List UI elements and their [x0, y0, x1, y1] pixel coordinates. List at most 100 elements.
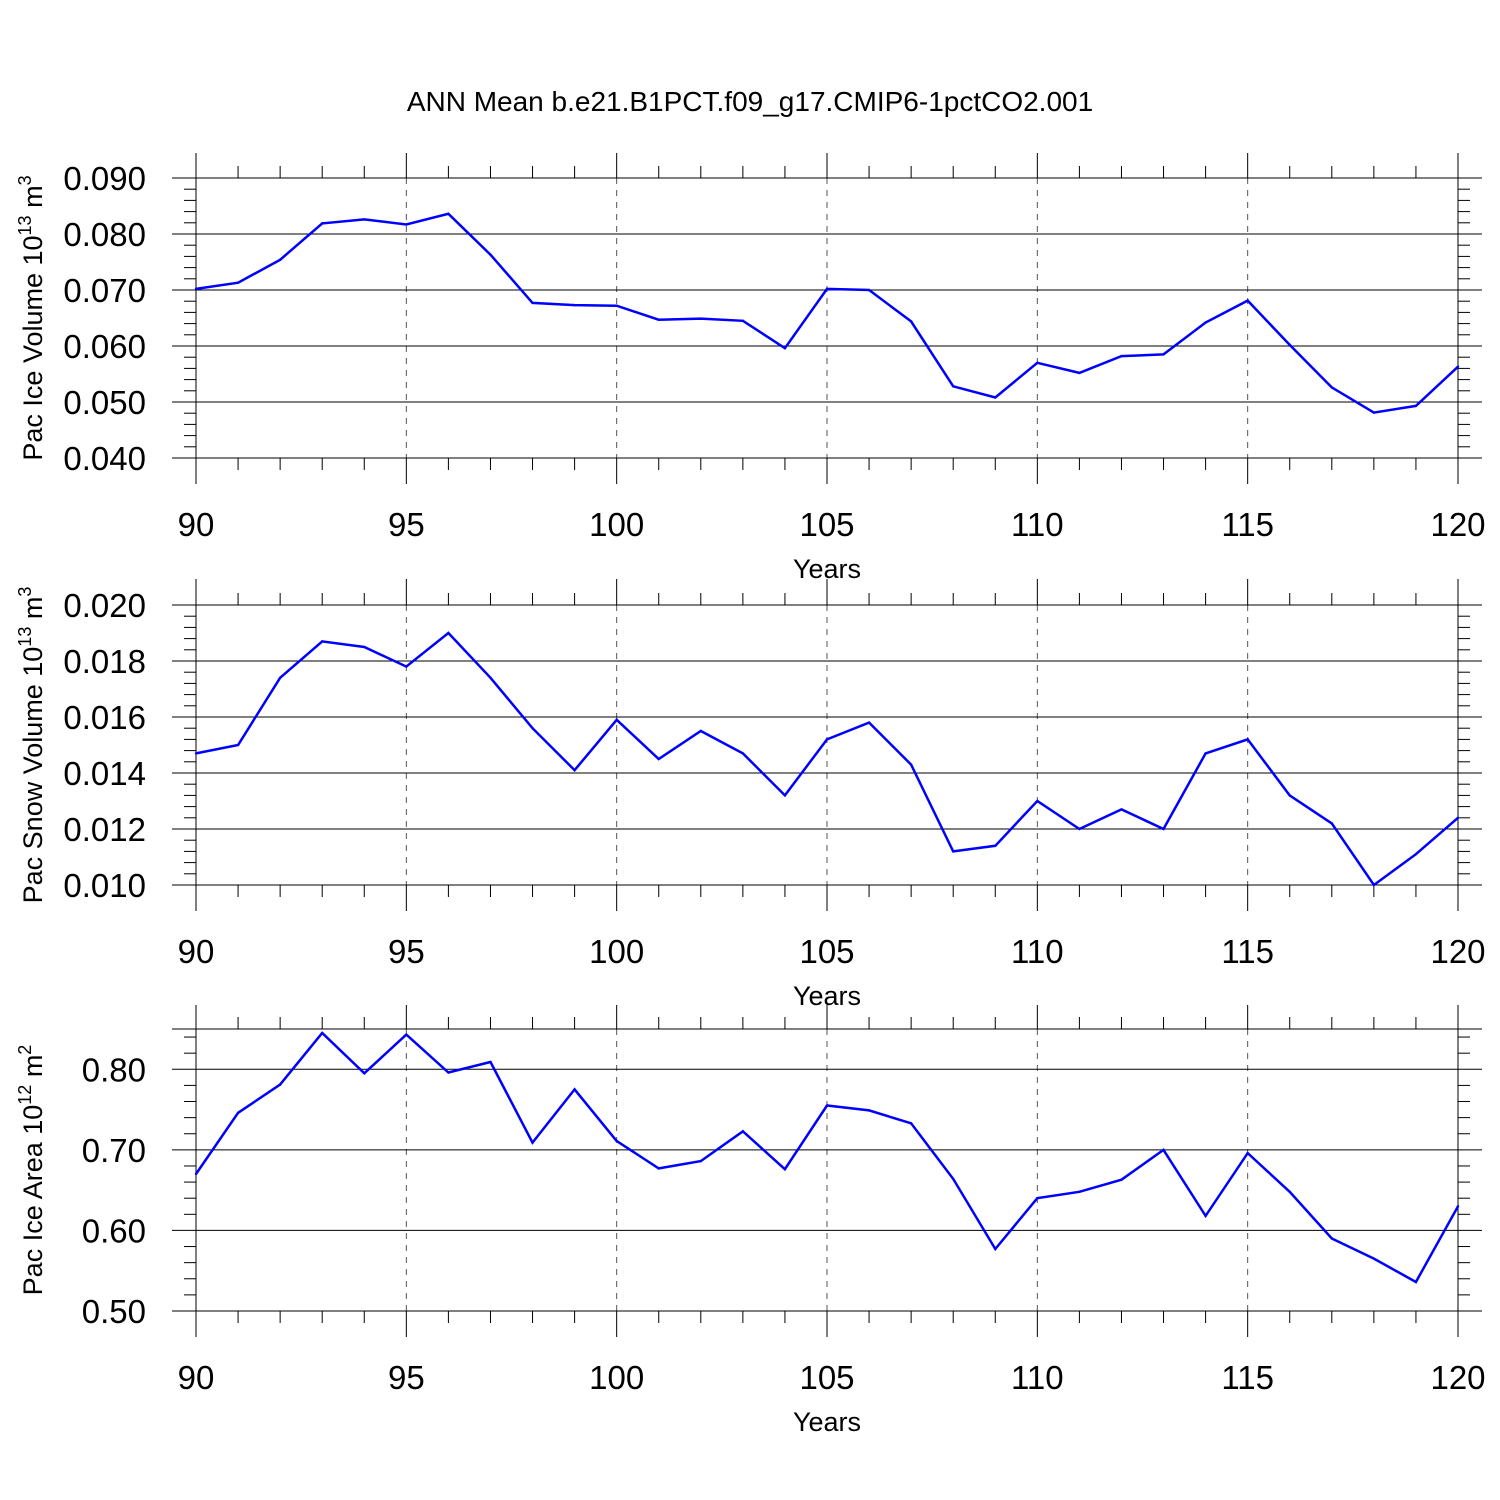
- data-point: [1288, 794, 1291, 797]
- data-point: [1162, 827, 1165, 831]
- x-tick-label: 95: [388, 933, 425, 970]
- data-point: [1414, 1280, 1418, 1284]
- data-point: [236, 281, 240, 284]
- data-point: [405, 665, 408, 668]
- x-tick-label: 120: [1430, 1359, 1485, 1396]
- data-point: [447, 631, 450, 635]
- y-axis-label-unit: m: [18, 597, 48, 627]
- x-tick-label: 100: [589, 506, 644, 543]
- data-point: [1456, 816, 1460, 819]
- x-axis-label: Years: [793, 1407, 861, 1437]
- data-point: [1330, 386, 1334, 389]
- data-point: [321, 1031, 324, 1035]
- data-point: [1372, 411, 1376, 414]
- data-point: [867, 721, 871, 724]
- data-point: [573, 769, 576, 772]
- data-point: [1078, 1190, 1081, 1193]
- y-tick-label: 0.090: [63, 160, 146, 197]
- x-tick-label: 120: [1430, 933, 1485, 970]
- data-point: [1330, 822, 1334, 825]
- x-tick-label: 110: [1011, 933, 1064, 970]
- x-tick-label: 95: [388, 506, 425, 543]
- y-axis-label-unit: m: [18, 185, 48, 215]
- data-point: [278, 258, 282, 261]
- x-tick-label: 120: [1430, 506, 1485, 543]
- data-point: [194, 1172, 198, 1176]
- data-point: [1036, 361, 1039, 364]
- y-axis-label: Pac Snow Volume 1013 m3: [15, 587, 48, 904]
- data-point: [405, 1033, 408, 1036]
- data-point: [783, 794, 787, 797]
- data-point: [741, 319, 745, 322]
- data-point: [236, 743, 240, 747]
- y-axis-label-main: Pac Ice Area 10: [18, 1105, 48, 1296]
- data-point: [994, 844, 997, 847]
- data-point: [1288, 343, 1291, 347]
- x-tick-label: 100: [589, 933, 644, 970]
- data-point: [1162, 1148, 1165, 1152]
- data-point: [615, 1139, 618, 1143]
- data-point: [1456, 365, 1460, 368]
- data-point: [363, 1072, 366, 1075]
- data-point: [952, 850, 955, 853]
- x-tick-label: 95: [388, 1359, 425, 1396]
- x-tick-label: 115: [1221, 1359, 1274, 1396]
- data-point: [1036, 799, 1039, 803]
- data-point: [825, 287, 829, 291]
- y-tick-label: 0.040: [63, 440, 146, 477]
- y-tick-label: 0.080: [63, 216, 146, 253]
- data-point: [1120, 354, 1123, 358]
- data-point: [321, 222, 324, 225]
- data-point: [1372, 883, 1376, 887]
- x-tick-label: 115: [1221, 933, 1274, 970]
- panel-snow-volume: 90 95 100 105 110 115 120 0.010 0.012 0.014 0.016 0…: [15, 579, 1486, 1011]
- data-point: [447, 1071, 450, 1074]
- data-point: [867, 288, 871, 292]
- data-point: [699, 729, 702, 733]
- data-point: [194, 752, 198, 755]
- y-tick-label: 0.80: [82, 1051, 146, 1088]
- y-axis-label-unit-exp: 3: [15, 175, 35, 185]
- data-point: [952, 385, 955, 388]
- data-point: [1288, 1190, 1291, 1193]
- data-point: [783, 1167, 787, 1171]
- data-point: [909, 320, 913, 323]
- y-axis-label-main: Pac Snow Volume 10: [18, 647, 48, 904]
- data-point: [657, 757, 660, 761]
- y-tick-label: 0.012: [63, 811, 146, 848]
- data-point: [1246, 299, 1249, 302]
- data-point: [1330, 1237, 1334, 1240]
- x-tick-label: 105: [799, 1359, 854, 1396]
- data-point: [741, 752, 745, 755]
- data-point: [531, 727, 534, 730]
- y-tick-label: 0.020: [63, 587, 146, 624]
- data-point: [1036, 1197, 1039, 1200]
- data-point: [615, 304, 618, 307]
- panel-ice-volume: 90 95 100 105 110 115 120 0.040 0.050 0.060 0.070 0…: [15, 153, 1486, 584]
- data-point: [1246, 1151, 1249, 1155]
- data-point: [1162, 353, 1165, 356]
- y-axis-label-unit-exp: 2: [15, 1045, 35, 1055]
- y-axis-label-unit-exp: 3: [15, 587, 35, 597]
- y-tick-label: 0.060: [63, 328, 146, 365]
- data-point: [615, 718, 618, 721]
- x-tick-label: 90: [178, 506, 215, 543]
- data-point: [657, 1167, 660, 1170]
- y-tick-label: 0.050: [63, 384, 146, 421]
- y-tick-label: 0.070: [63, 272, 146, 309]
- x-tick-label: 90: [178, 933, 215, 970]
- panel-ice-area: 90 95 100 105 110 115 120 0.50 0.60 0.70 0.80 Years…: [15, 1005, 1486, 1437]
- y-axis-label-exp: 13: [15, 215, 35, 235]
- data-point: [1414, 404, 1418, 408]
- data-point: [1204, 321, 1207, 324]
- y-tick-label: 0.014: [63, 755, 146, 792]
- data-point: [699, 317, 702, 320]
- data-point: [194, 287, 198, 291]
- x-tick-label: 100: [589, 1359, 644, 1396]
- data-point: [405, 223, 408, 226]
- data-point: [363, 218, 366, 221]
- data-point: [1120, 808, 1123, 811]
- y-axis-label-exp: 13: [15, 627, 35, 647]
- data-point: [783, 347, 787, 350]
- data-point: [489, 1060, 492, 1064]
